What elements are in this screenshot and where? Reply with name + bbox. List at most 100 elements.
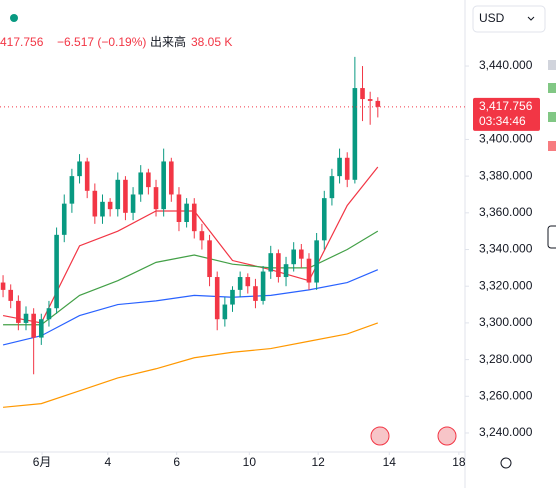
candle: [84, 157, 90, 199]
candle-body: [344, 157, 350, 180]
candle: [344, 152, 350, 188]
candle: [245, 273, 251, 294]
candle: [199, 223, 205, 250]
header-volume: 38.05 K: [191, 35, 232, 49]
candle: [360, 66, 365, 122]
candle-body: [176, 194, 182, 222]
x-tick-label: 14: [383, 455, 397, 469]
candle-body: [337, 157, 342, 177]
candle-body: [8, 289, 14, 301]
candle: [0, 275, 6, 298]
candle-body: [321, 198, 327, 241]
candle-body: [306, 258, 312, 283]
dropdown-icon[interactable]: [527, 16, 535, 21]
candle-body: [161, 161, 166, 210]
candle: [38, 313, 44, 345]
candle: [61, 194, 67, 243]
candle-body: [123, 179, 128, 213]
candle-body: [77, 161, 82, 177]
moving-average: [2, 166, 379, 324]
last-price-box: [473, 97, 540, 131]
candle-body: [31, 313, 36, 338]
y-tick-label: 3,260.000: [479, 388, 533, 402]
y-tick-label: 3,380.000: [479, 168, 533, 182]
candle: [92, 183, 98, 224]
candle: [46, 300, 52, 327]
x-tick-label: 6月: [33, 455, 52, 469]
candle: [268, 245, 274, 279]
candle: [69, 168, 75, 213]
currency[interactable]: USD: [479, 11, 505, 25]
candle: [253, 278, 258, 309]
moving-average: [3, 322, 379, 408]
candle: [100, 194, 105, 224]
header-price: 417.756: [0, 35, 44, 49]
plot: 3,240.000 3,260.000 3,280.000 3,300.000 3,32…: [0, 56, 540, 469]
candle-body: [367, 99, 373, 101]
candle-body: [130, 194, 136, 213]
currency-select[interactable]: [472, 5, 546, 33]
candle: [276, 249, 281, 283]
candle-body: [375, 100, 381, 107]
candle-body: [38, 319, 44, 338]
last-price-label: 3,417.756: [479, 99, 533, 113]
y-tick-label: 3,340.000: [479, 242, 533, 256]
candle: [153, 179, 159, 217]
candle-body: [69, 176, 75, 204]
candle: [352, 56, 358, 184]
candle-body: [54, 234, 59, 309]
status-dot: [10, 14, 18, 22]
candle-body: [146, 172, 151, 188]
x-tick-label: 18: [452, 455, 466, 469]
candle: [375, 97, 381, 118]
moving-average: [2, 269, 379, 346]
candle: [176, 187, 182, 232]
countdown: 03:34:46: [479, 114, 526, 128]
candle: [16, 295, 21, 331]
candle-body: [207, 240, 212, 278]
x-tick-label: 4: [104, 455, 111, 469]
candle-body: [283, 264, 289, 278]
candle: [23, 306, 29, 331]
candle: [214, 271, 220, 331]
candle: [237, 271, 243, 298]
candle-body: [253, 286, 258, 301]
candle: [291, 242, 296, 272]
candle: [138, 165, 144, 202]
event-flag[interactable]: [370, 426, 390, 446]
candle: [54, 227, 59, 314]
candle: [31, 308, 36, 375]
settings-icon[interactable]: [500, 457, 512, 469]
candle-body: [214, 277, 220, 320]
side-tag: [548, 83, 556, 93]
candle: [115, 172, 121, 217]
candle-body: [230, 289, 235, 305]
y-tick-label: 3,400.000: [479, 132, 533, 146]
candle: [306, 253, 312, 290]
candle: [283, 256, 289, 287]
y-tick-label: 3,320.000: [479, 278, 533, 292]
candle: [107, 198, 113, 217]
candle-body: [260, 271, 266, 301]
candle: [184, 198, 189, 228]
side-button[interactable]: [547, 225, 556, 249]
candle: [230, 286, 235, 312]
candle-body: [299, 249, 304, 259]
candle: [329, 168, 335, 206]
y-tick-label: 3,440.000: [479, 58, 533, 72]
candle-body: [314, 240, 319, 283]
moving-average: [3, 230, 379, 326]
candle-body: [107, 201, 113, 210]
side-tag: [548, 112, 556, 122]
candle: [161, 148, 166, 217]
candle-body: [61, 203, 67, 235]
y-tick-label: 3,300.000: [479, 315, 533, 329]
y-tick-label: 3,240.000: [479, 425, 533, 439]
candle: [146, 168, 151, 195]
candle: [77, 154, 82, 184]
x-tick-label: 10: [243, 455, 257, 469]
candle-body: [92, 190, 98, 217]
event-flag[interactable]: [437, 426, 457, 446]
